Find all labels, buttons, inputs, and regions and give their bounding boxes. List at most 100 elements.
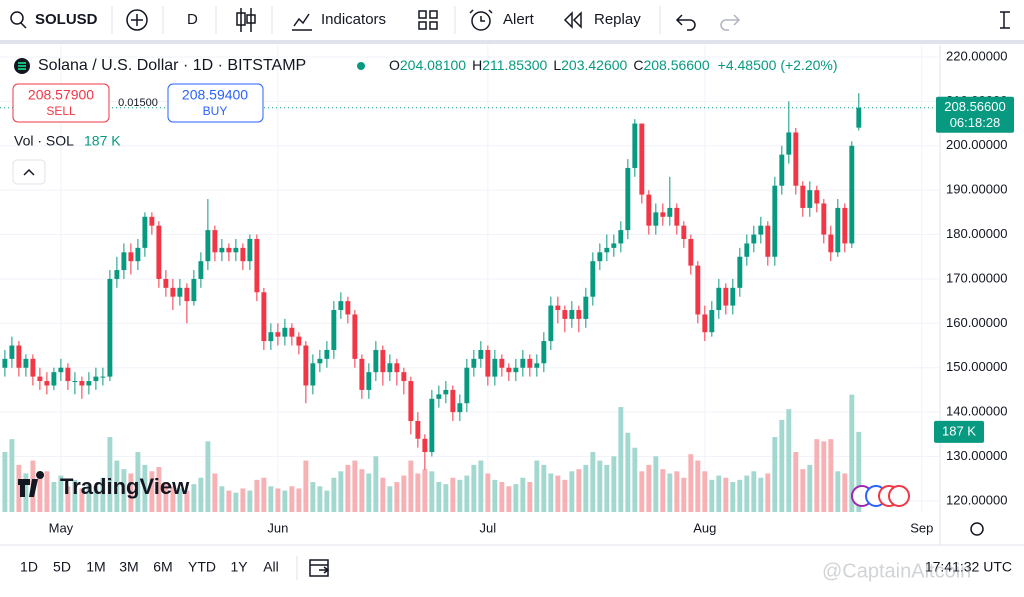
volume-bar xyxy=(548,473,554,512)
y-tick-label: 150.00000 xyxy=(946,359,1007,374)
candle-body xyxy=(625,167,631,231)
alert-icon[interactable] xyxy=(471,11,491,31)
add-symbol-plus xyxy=(131,14,143,26)
range-button[interactable]: 6M xyxy=(153,559,172,575)
volume-bar xyxy=(156,467,162,512)
candle-body xyxy=(310,363,316,386)
ohlc-value: 204.08100 xyxy=(400,57,466,73)
volume-bar xyxy=(597,460,603,512)
range-button[interactable]: All xyxy=(263,559,279,575)
candle-body xyxy=(513,367,519,373)
candle-body xyxy=(212,230,218,253)
candle-body xyxy=(184,287,190,302)
alert[interactable]: Alert xyxy=(503,11,535,28)
volume-bar xyxy=(317,486,323,512)
settings-icon[interactable] xyxy=(970,522,984,536)
volume-bar xyxy=(121,469,127,512)
candle-body xyxy=(79,381,85,386)
candle-body xyxy=(772,185,778,257)
ohlc-key: C xyxy=(633,57,643,73)
last-price-label: 208.56600 xyxy=(944,99,1005,114)
candle-body xyxy=(58,367,64,373)
volume-bar xyxy=(744,475,750,512)
range-button[interactable]: 5D xyxy=(53,559,71,575)
candle-body xyxy=(527,358,533,368)
candle-body xyxy=(352,314,358,359)
redo[interactable] xyxy=(720,14,741,31)
volume-bar xyxy=(233,492,239,512)
legend-title: Solana / U.S. Dollar · 1D · BITSTAMP xyxy=(38,57,306,74)
volume-bar xyxy=(429,471,435,512)
volume-bar xyxy=(534,460,540,512)
candle-body xyxy=(296,336,302,346)
indicators-icon[interactable] xyxy=(292,13,312,31)
alert-icon-hands xyxy=(469,9,493,22)
watermark-logo: TradingView xyxy=(18,471,190,499)
volume-bar xyxy=(856,431,862,512)
range-button[interactable]: YTD xyxy=(188,559,216,575)
fullscreen[interactable] xyxy=(1000,11,1010,29)
volume-bar xyxy=(653,456,659,512)
volume-bar xyxy=(338,471,344,512)
volume-bar xyxy=(226,490,232,512)
candle-body xyxy=(786,132,792,155)
symbol[interactable]: SOLUSD xyxy=(35,11,98,28)
ohlc-key: H xyxy=(472,57,482,73)
volume-bar xyxy=(765,473,771,512)
volume-bar xyxy=(254,479,260,512)
chart-type[interactable] xyxy=(236,8,256,32)
candle-body xyxy=(268,332,274,342)
market-status xyxy=(357,62,365,70)
tv-logo-icon xyxy=(18,471,45,497)
range-button[interactable]: 1Y xyxy=(230,559,248,575)
replay[interactable]: Replay xyxy=(594,11,641,28)
y-tick-label: 180.00000 xyxy=(946,226,1007,241)
add-symbol[interactable] xyxy=(126,9,148,31)
candle-body xyxy=(51,372,57,386)
candle-body xyxy=(415,420,421,439)
volume-bar xyxy=(86,484,92,512)
event-icon[interactable] xyxy=(888,485,910,507)
range-button[interactable]: 3M xyxy=(119,559,138,575)
volume-value: 187 K xyxy=(84,133,121,149)
candle-body xyxy=(604,247,610,253)
candle-body xyxy=(737,256,743,288)
range-button[interactable]: 1D xyxy=(20,559,38,575)
undo[interactable] xyxy=(675,14,696,31)
replay-icon[interactable] xyxy=(563,11,582,29)
buy-button[interactable] xyxy=(167,83,264,123)
volume-bar xyxy=(513,484,519,512)
volume-bar xyxy=(408,460,414,512)
volume-bar xyxy=(198,477,204,512)
interval[interactable]: D xyxy=(187,11,198,28)
search-icon-handle xyxy=(20,22,27,29)
collapse-button[interactable] xyxy=(12,159,46,185)
volume-bar xyxy=(394,482,400,512)
volume-bar xyxy=(170,486,176,512)
candle-body xyxy=(163,278,169,288)
sell-button[interactable] xyxy=(12,83,110,123)
ohlc-value: 211.85300 xyxy=(482,57,547,73)
volume-bar xyxy=(478,460,484,512)
indicators[interactable]: Indicators xyxy=(321,11,386,28)
candle-body xyxy=(765,225,771,257)
range-bar: 1D 5D 1M 3M 6M YTD 1Y All xyxy=(20,559,279,575)
change: +4.48500 (+2.20%) xyxy=(718,57,838,73)
candle-body xyxy=(23,358,29,368)
candle-body xyxy=(37,376,43,382)
candle-body xyxy=(751,234,757,244)
goto-date[interactable] xyxy=(309,559,330,577)
volume-bar xyxy=(828,439,834,512)
candle-body xyxy=(226,247,232,253)
search-icon[interactable] xyxy=(10,11,24,25)
candle-body xyxy=(401,372,407,382)
candle-body xyxy=(520,358,526,368)
candle-body xyxy=(548,305,554,342)
candle-body xyxy=(534,363,540,368)
sell-label: SELL xyxy=(46,104,76,118)
buy-label: BUY xyxy=(203,104,228,118)
volume-bar xyxy=(835,471,841,512)
layouts-icon[interactable] xyxy=(418,10,438,30)
volume-bar xyxy=(702,471,708,512)
range-button[interactable]: 1M xyxy=(86,559,105,575)
